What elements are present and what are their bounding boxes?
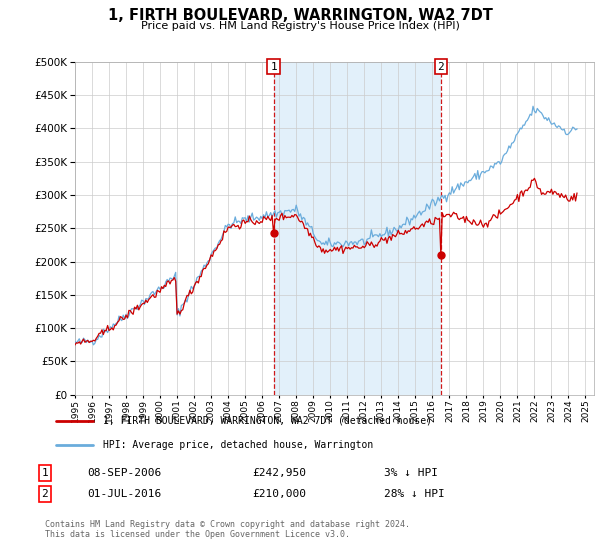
Text: 28% ↓ HPI: 28% ↓ HPI — [384, 489, 445, 499]
Text: Price paid vs. HM Land Registry's House Price Index (HPI): Price paid vs. HM Land Registry's House … — [140, 21, 460, 31]
Text: £210,000: £210,000 — [252, 489, 306, 499]
Text: 1, FIRTH BOULEVARD, WARRINGTON, WA2 7DT (detached house): 1, FIRTH BOULEVARD, WARRINGTON, WA2 7DT … — [103, 416, 432, 426]
Text: £242,950: £242,950 — [252, 468, 306, 478]
Text: 2: 2 — [41, 489, 49, 499]
Text: 01-JUL-2016: 01-JUL-2016 — [87, 489, 161, 499]
Text: Contains HM Land Registry data © Crown copyright and database right 2024.
This d: Contains HM Land Registry data © Crown c… — [45, 520, 410, 539]
Text: 1: 1 — [41, 468, 49, 478]
Text: 08-SEP-2006: 08-SEP-2006 — [87, 468, 161, 478]
Text: 1: 1 — [270, 62, 277, 72]
Bar — [274, 62, 441, 395]
Text: 1, FIRTH BOULEVARD, WARRINGTON, WA2 7DT: 1, FIRTH BOULEVARD, WARRINGTON, WA2 7DT — [107, 8, 493, 24]
Text: 3% ↓ HPI: 3% ↓ HPI — [384, 468, 438, 478]
Text: 2: 2 — [437, 62, 444, 72]
Text: HPI: Average price, detached house, Warrington: HPI: Average price, detached house, Warr… — [103, 440, 373, 450]
